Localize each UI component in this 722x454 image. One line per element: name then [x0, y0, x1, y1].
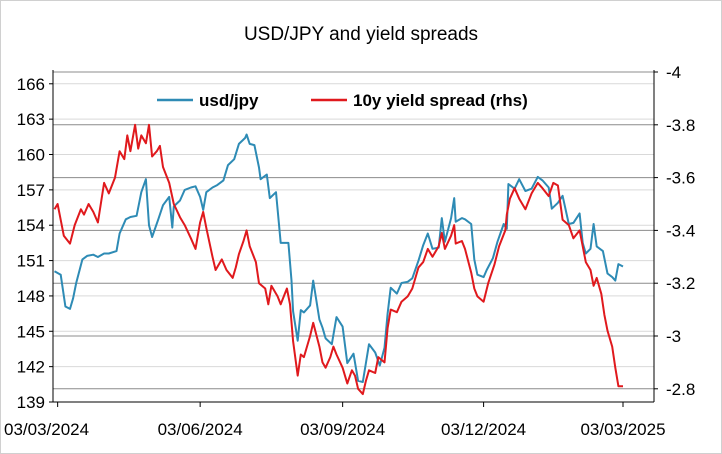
left-tick-label: 157 [17, 181, 45, 200]
left-tick-label: 154 [17, 216, 45, 235]
series-group [53, 123, 624, 396]
left-tick-label: 163 [17, 110, 45, 129]
right-tick-label: -3 [666, 327, 681, 346]
legend: usd/jpy 10y yield spread (rhs) [157, 91, 528, 110]
x-tick-label: 03/09/2024 [300, 420, 385, 439]
x-tick-label: 03/12/2024 [441, 420, 526, 439]
x-tick-label: 03/03/2025 [580, 420, 665, 439]
left-tick-label: 166 [17, 75, 45, 94]
grid [53, 71, 654, 390]
right-tick-label: -4 [666, 63, 681, 82]
right-tick-label: -3.4 [666, 221, 695, 240]
right-tick-label: -3.6 [666, 169, 695, 188]
right-tick-label: -3.8 [666, 116, 695, 135]
left-tick-label: 151 [17, 252, 45, 271]
chart-title: USD/JPY and yield spreads [244, 24, 478, 45]
right-axis-ticks: -4 -3.8 -3.6 -3.4 -3.2 -3 -2.8 [654, 63, 695, 399]
x-tick-label: 03/03/2024 [4, 420, 89, 439]
left-tick-label: 160 [17, 146, 45, 165]
left-axis-ticks: 139 142 145 148 151 154 157 160 163 166 [17, 75, 53, 412]
left-tick-label: 145 [17, 322, 45, 341]
axes [52, 70, 655, 403]
right-tick-label: -2.8 [666, 380, 695, 399]
series-line-yield-spread [53, 123, 623, 396]
x-tick-label: 03/06/2024 [158, 420, 243, 439]
x-axis-ticks: 03/03/2024 03/06/2024 03/09/2024 03/12/2024… [4, 402, 666, 439]
right-tick-label: -3.2 [666, 274, 695, 293]
series-line-usd-jpy [54, 133, 624, 383]
left-tick-label: 142 [17, 358, 45, 377]
left-tick-label: 148 [17, 287, 45, 306]
legend-label: 10y yield spread (rhs) [353, 91, 528, 110]
left-tick-label: 139 [17, 393, 45, 412]
legend-label: usd/jpy [199, 91, 259, 110]
